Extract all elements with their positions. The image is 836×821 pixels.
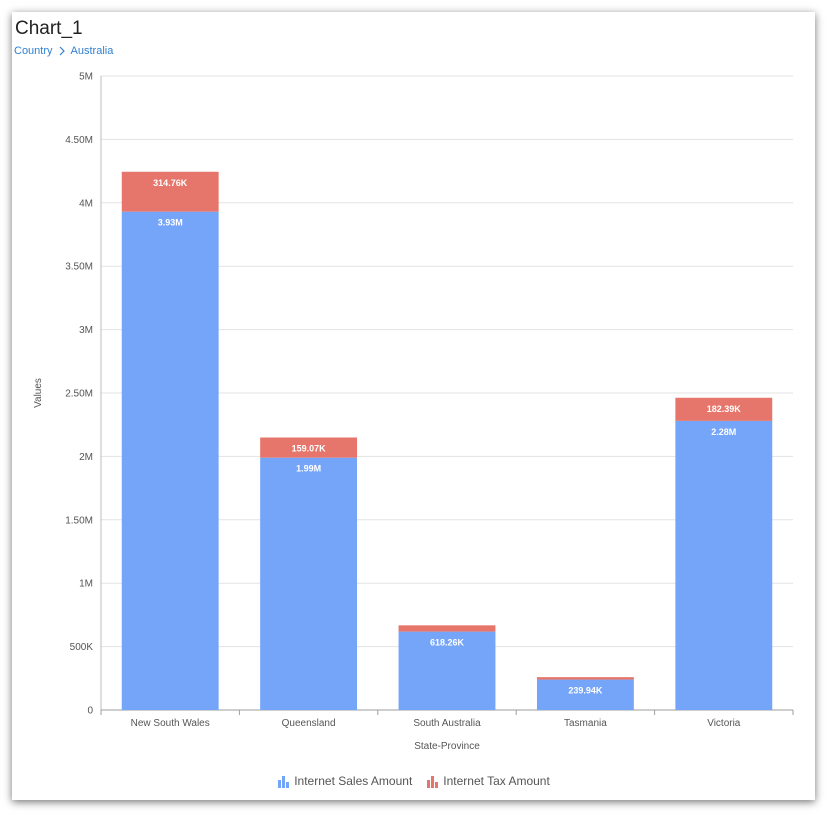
bar-chart-icon bbox=[427, 775, 439, 788]
data-label: 3.93M bbox=[158, 218, 183, 228]
legend: Internet Sales Amount Internet Tax Amoun… bbox=[12, 774, 815, 788]
chart-panel: Chart_1 Country Australia 0 500K 1M 1.50M 2M… bbox=[12, 12, 815, 800]
x-tick-label: South Australia bbox=[413, 718, 481, 729]
x-tick-label: Queensland bbox=[282, 718, 336, 729]
data-label: 239.94K bbox=[568, 686, 603, 696]
y-axis-title: Values bbox=[33, 378, 44, 408]
y-tick-label: 1M bbox=[79, 579, 93, 590]
y-tick-label: 0 bbox=[87, 706, 93, 717]
x-tick-label: Victoria bbox=[707, 718, 741, 729]
legend-item-tax[interactable]: Internet Tax Amount bbox=[426, 774, 550, 788]
data-label: 618.26K bbox=[430, 638, 465, 648]
bar-sales[interactable] bbox=[260, 457, 358, 710]
y-tick-label: 4.50M bbox=[65, 135, 93, 146]
legend-item-sales[interactable]: Internet Sales Amount bbox=[277, 774, 412, 788]
y-tick-label: 3.50M bbox=[65, 262, 93, 273]
breadcrumb: Country Australia bbox=[14, 45, 113, 57]
chart-title: Chart_1 bbox=[15, 18, 83, 39]
y-tick-label: 500K bbox=[70, 642, 94, 653]
x-tick-label: Tasmania bbox=[564, 718, 607, 729]
bar-tax[interactable] bbox=[121, 171, 219, 212]
y-tick-label: 1.50M bbox=[65, 515, 93, 526]
breadcrumb-country[interactable]: Country bbox=[14, 45, 53, 57]
y-tick-label: 3M bbox=[79, 325, 93, 336]
bar-tax[interactable] bbox=[536, 677, 634, 680]
chevron-right-icon bbox=[59, 46, 65, 56]
bar-tax[interactable] bbox=[260, 437, 358, 458]
y-tick-label: 5M bbox=[79, 72, 93, 83]
data-label: 2.28M bbox=[711, 427, 736, 437]
x-tick-label: New South Wales bbox=[131, 718, 210, 729]
bar-sales[interactable] bbox=[398, 631, 496, 710]
bar-sales[interactable] bbox=[121, 211, 219, 710]
x-axis-title: State-Province bbox=[414, 741, 480, 752]
data-label: 159.07K bbox=[292, 443, 327, 453]
data-label: 182.39K bbox=[707, 404, 742, 414]
data-label: 314.76K bbox=[153, 178, 188, 188]
legend-label-tax: Internet Tax Amount bbox=[443, 774, 550, 788]
bar-sales[interactable] bbox=[675, 420, 773, 710]
bar-sales[interactable] bbox=[536, 679, 634, 710]
stacked-bar-chart: 0 500K 1M 1.50M 2M 2.50M 3M 3.50M 4M 4.50M 5M 3.93M… bbox=[33, 72, 794, 752]
legend-label-sales: Internet Sales Amount bbox=[294, 774, 413, 788]
y-tick-label: 2.50M bbox=[65, 389, 93, 400]
bar-chart-icon bbox=[278, 775, 290, 788]
bar-tax[interactable] bbox=[675, 397, 773, 421]
data-label: 1.99M bbox=[296, 464, 321, 474]
breadcrumb-australia[interactable]: Australia bbox=[70, 45, 114, 57]
y-tick-label: 2M bbox=[79, 452, 93, 463]
bar-tax[interactable] bbox=[398, 625, 496, 632]
y-tick-label: 4M bbox=[79, 198, 93, 209]
